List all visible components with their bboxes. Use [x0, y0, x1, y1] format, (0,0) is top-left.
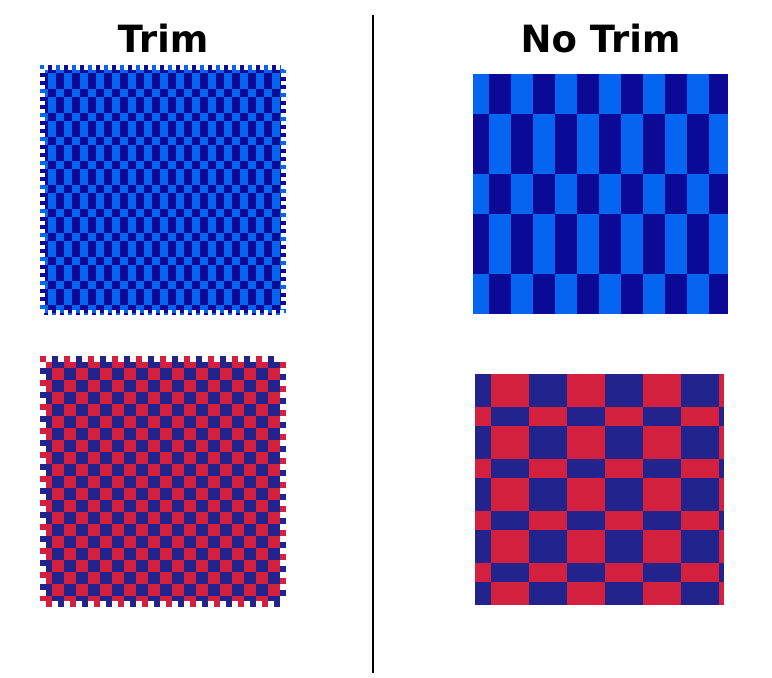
texture-red-notrim: [475, 374, 724, 605]
left-column-title: Trim: [117, 18, 209, 61]
right-column-title: No Trim: [520, 18, 681, 61]
texture-red-trim: [40, 356, 286, 607]
column-divider: [372, 15, 374, 673]
texture-blue-notrim: [473, 74, 728, 314]
red-trim-image: [40, 356, 286, 607]
red-notrim-image: [475, 374, 724, 605]
texture-blue-trim: [40, 65, 286, 315]
blue-trim-image: [40, 65, 286, 315]
blue-notrim-image: [473, 74, 728, 314]
